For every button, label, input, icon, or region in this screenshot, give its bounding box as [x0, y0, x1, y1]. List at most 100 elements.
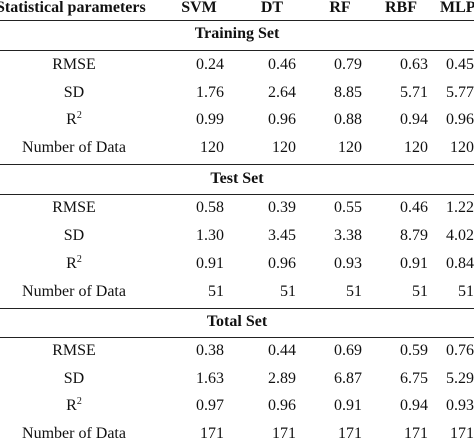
row-label: Number of Data: [22, 283, 126, 300]
cell-value: 51: [458, 283, 474, 300]
table-row: RMSE 0.24 0.46 0.79 0.63 0.45: [0, 51, 474, 79]
row-label: Number of Data: [22, 425, 126, 442]
cell-value: 0.44: [268, 342, 296, 359]
cell-value: 0.46: [400, 199, 428, 216]
row-label-r-squared: R2: [0, 250, 148, 278]
section-title-total: Total Set: [206, 313, 268, 330]
r-base: R: [66, 397, 77, 414]
cell-value: 0.97: [196, 397, 224, 414]
superscript: 2: [76, 110, 82, 121]
cell-value: 2.64: [268, 84, 296, 101]
cell-value: 0.91: [196, 255, 224, 272]
table-row: SD 1.76 2.64 8.85 5.71 5.77: [0, 79, 474, 107]
header-dt: DT: [260, 0, 284, 16]
superscript: 2: [76, 254, 82, 265]
cell-value: 1.76: [196, 84, 224, 101]
header-rf: RF: [329, 0, 351, 16]
cell-value: 120: [272, 139, 296, 156]
table-row: Number of Data 51 51 51 51 51: [0, 278, 474, 306]
cell-value: 171: [338, 425, 362, 442]
table-row: R2 0.97 0.96 0.91 0.94 0.93: [0, 392, 474, 420]
table-header-row: Statistical parameters SVM DT RF RBF MLP: [0, 0, 474, 22]
cell-value: 120: [200, 139, 224, 156]
cell-value: 0.96: [446, 111, 474, 128]
r-base: R: [66, 111, 77, 128]
cell-value: 51: [412, 283, 428, 300]
row-label: RMSE: [52, 342, 96, 359]
header-svm: SVM: [181, 0, 217, 16]
r-base: R: [66, 255, 77, 272]
cell-value: 0.59: [400, 342, 428, 359]
cell-value: 1.30: [196, 227, 224, 244]
section-divider: [0, 194, 474, 195]
cell-value: 0.94: [400, 397, 428, 414]
row-label: RMSE: [52, 56, 96, 73]
cell-value: 0.96: [268, 255, 296, 272]
section-divider: [0, 337, 474, 338]
table-row: R2 0.99 0.96 0.88 0.94 0.96: [0, 106, 474, 134]
cell-value: 6.87: [334, 370, 362, 387]
row-label: SD: [63, 370, 85, 387]
section-title-test: Test Set: [210, 170, 264, 187]
row-label-r-squared: R2: [0, 106, 148, 134]
cell-value: 6.75: [400, 370, 428, 387]
cell-value: 0.38: [196, 342, 224, 359]
section-title-training: Training Set: [194, 25, 280, 42]
cell-value: 0.94: [400, 111, 428, 128]
header-mlp: MLP: [440, 0, 474, 16]
cell-value: 5.29: [446, 370, 474, 387]
section-divider: [0, 50, 474, 51]
cell-value: 1.22: [446, 199, 474, 216]
cell-value: 0.84: [446, 255, 474, 272]
table-row: RMSE 0.58 0.39 0.55 0.46 1.22: [0, 194, 474, 222]
cell-value: 171: [404, 425, 428, 442]
cell-value: 0.93: [446, 397, 474, 414]
cell-value: 171: [450, 425, 474, 442]
row-label-r-squared: R2: [0, 392, 148, 420]
cell-value: 0.63: [400, 56, 428, 73]
cell-value: 51: [208, 283, 224, 300]
cell-value: 0.69: [334, 342, 362, 359]
header-rbf: RBF: [385, 0, 417, 16]
cell-value: 0.91: [400, 255, 428, 272]
cell-value: 0.76: [446, 342, 474, 359]
row-label: RMSE: [52, 199, 96, 216]
cell-value: 51: [346, 283, 362, 300]
cell-value: 5.71: [400, 84, 428, 101]
row-label: Number of Data: [22, 139, 126, 156]
cell-value: 171: [200, 425, 224, 442]
cell-value: 8.79: [400, 227, 428, 244]
cell-value: 0.91: [334, 397, 362, 414]
cell-value: 2.89: [268, 370, 296, 387]
header-divider: [0, 20, 474, 21]
cell-value: 8.85: [334, 84, 362, 101]
table-row: Number of Data 171 171 171 171 171: [0, 420, 474, 448]
cell-value: 0.96: [268, 111, 296, 128]
table-row: SD 1.63 2.89 6.87 6.75 5.29: [0, 365, 474, 393]
cell-value: 120: [338, 139, 362, 156]
cell-value: 0.79: [334, 56, 362, 73]
cell-value: 0.99: [196, 111, 224, 128]
cell-value: 171: [272, 425, 296, 442]
cell-value: 3.45: [268, 227, 296, 244]
cell-value: 0.93: [334, 255, 362, 272]
cell-value: 0.58: [196, 199, 224, 216]
cell-value: 0.55: [334, 199, 362, 216]
cell-value: 0.46: [268, 56, 296, 73]
cell-value: 1.63: [196, 370, 224, 387]
cell-value: 0.24: [196, 56, 224, 73]
cell-value: 0.45: [446, 56, 474, 73]
cell-value: 5.77: [446, 84, 474, 101]
section-divider: [0, 164, 474, 165]
cell-value: 0.88: [334, 111, 362, 128]
cell-value: 51: [280, 283, 296, 300]
table-row: R2 0.91 0.96 0.93 0.91 0.84: [0, 250, 474, 278]
section-divider: [0, 308, 474, 309]
cell-value: 120: [450, 139, 474, 156]
table-row: Number of Data 120 120 120 120 120: [0, 134, 474, 162]
cell-value: 120: [404, 139, 428, 156]
table-row: RMSE 0.38 0.44 0.69 0.59 0.76: [0, 337, 474, 365]
row-label: SD: [63, 84, 85, 101]
row-label: SD: [63, 227, 85, 244]
cell-value: 3.38: [334, 227, 362, 244]
